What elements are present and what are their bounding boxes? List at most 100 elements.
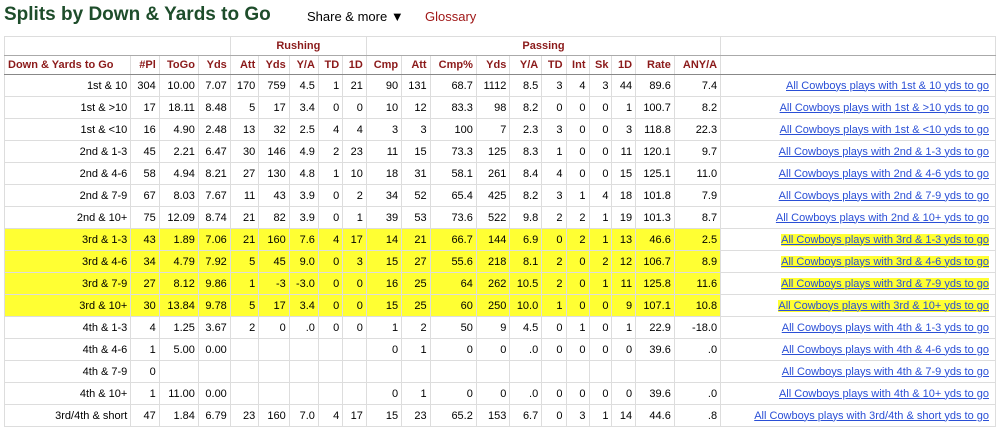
row-label: 3rd/4th & short — [3, 404, 132, 427]
glossary-link[interactable]: Glossary — [425, 9, 477, 24]
stat-cell: 2 — [565, 206, 590, 229]
plays-link[interactable]: All Cowboys plays with 4th & 4-6 yds to … — [781, 343, 989, 356]
stat-cell: 2 — [541, 250, 567, 273]
stat-cell: 0 — [258, 316, 290, 339]
stat-cell: 14 — [365, 228, 403, 251]
stat-cell: 0 — [317, 316, 344, 339]
stat-cell — [588, 360, 613, 383]
plays-link[interactable]: All Cowboys plays with 4th & 1-3 yds to … — [781, 321, 989, 334]
plays-link[interactable]: All Cowboys plays with 3rd/4th & short y… — [754, 409, 989, 422]
column-header[interactable]: Int — [565, 55, 590, 75]
column-header[interactable]: Down & Yards to Go — [3, 55, 132, 75]
stat-cell: 30 — [229, 140, 260, 163]
stat-cell: 10 — [342, 162, 367, 185]
column-header[interactable]: Y/A — [509, 55, 543, 75]
plays-link[interactable]: All Cowboys plays with 3rd & 10+ yds to … — [778, 299, 989, 312]
row-plays-link-cell: All Cowboys plays with 2nd & 4-6 yds to … — [720, 162, 996, 185]
stat-cell: -3.0 — [288, 272, 319, 295]
stat-cell: 73.6 — [429, 206, 477, 229]
plays-link[interactable]: All Cowboys plays with 3rd & 4-6 yds to … — [781, 255, 989, 268]
stat-cell: 7.9 — [673, 184, 722, 207]
column-header[interactable]: #Pl — [130, 55, 160, 75]
plays-link[interactable]: All Cowboys plays with 4th & 7-9 yds to … — [781, 365, 989, 378]
stat-cell — [475, 360, 511, 383]
stat-cell: 1 — [588, 206, 613, 229]
stat-cell: -3 — [258, 272, 290, 295]
stat-cell: 2.21 — [158, 140, 199, 163]
stat-cell: 8.1 — [509, 250, 543, 273]
stat-cell: 5.00 — [158, 338, 199, 361]
stat-cell: 3.4 — [288, 96, 319, 119]
share-menu-button[interactable]: Share & more ▼ — [307, 9, 404, 24]
stat-cell: 7.4 — [673, 74, 722, 97]
stat-cell: 0 — [588, 382, 613, 405]
stat-cell: 0 — [611, 338, 637, 361]
column-header[interactable]: Att — [229, 55, 260, 75]
column-header[interactable]: Att — [401, 55, 431, 75]
stat-cell — [158, 360, 199, 383]
stat-cell: 304 — [130, 74, 160, 97]
column-header[interactable]: TD — [317, 55, 344, 75]
stat-cell: 1 — [611, 316, 637, 339]
column-header[interactable]: Cmp% — [429, 55, 477, 75]
stat-cell: 107.1 — [635, 294, 675, 317]
row-label: 2nd & 7-9 — [3, 184, 132, 207]
stat-cell: 0 — [317, 294, 344, 317]
column-header[interactable]: Y/A — [288, 55, 319, 75]
plays-link[interactable]: All Cowboys plays with 2nd & 1-3 yds to … — [778, 145, 989, 158]
column-header[interactable]: Rate — [635, 55, 675, 75]
stat-cell: 101.8 — [635, 184, 675, 207]
stat-cell: 146 — [258, 140, 290, 163]
stat-cell: 18.11 — [158, 96, 199, 119]
stat-cell: .8 — [673, 404, 722, 427]
stat-cell: 21 — [342, 74, 367, 97]
column-header[interactable]: Yds — [197, 55, 231, 75]
plays-link[interactable]: All Cowboys plays with 2nd & 10+ yds to … — [775, 211, 989, 224]
plays-link[interactable]: All Cowboys plays with 2nd & 7-9 yds to … — [778, 189, 989, 202]
stat-cell: 11.6 — [673, 272, 722, 295]
column-header[interactable]: Yds — [475, 55, 511, 75]
table-row: 1st & 10 304 10.00 7.07 170 759 4.5 1 21 90 131 68.… — [3, 74, 996, 97]
stat-cell — [342, 382, 367, 405]
stat-cell: 100 — [429, 118, 477, 141]
table-row: 4th & 10+ 1 11.00 0.00 0 1 0 0.0 0 0 0 0 39.6.0 All C… — [3, 382, 996, 405]
plays-link[interactable]: All Cowboys plays with 3rd & 1-3 yds to … — [781, 233, 989, 246]
plays-link[interactable]: All Cowboys plays with 4th & 10+ yds to … — [778, 387, 989, 400]
stat-cell: 22.3 — [673, 118, 722, 141]
stat-cell: 17 — [342, 404, 367, 427]
column-header[interactable]: Sk — [588, 55, 613, 75]
column-header[interactable]: 1D — [611, 55, 637, 75]
stat-cell: 759 — [258, 74, 290, 97]
stat-cell: 3.9 — [288, 184, 319, 207]
column-header[interactable]: Yds — [258, 55, 290, 75]
stat-cell: 1 — [541, 294, 567, 317]
row-label: 2nd & 4-6 — [3, 162, 132, 185]
column-header[interactable]: ANY/A — [673, 55, 722, 75]
stat-cell — [635, 360, 675, 383]
stat-cell: 1.84 — [158, 404, 199, 427]
stat-cell: 125.1 — [635, 162, 675, 185]
stat-cell: 2.3 — [509, 118, 543, 141]
plays-link[interactable]: All Cowboys plays with 1st & 10 yds to g… — [786, 79, 989, 92]
plays-link[interactable]: All Cowboys plays with 1st & <10 yds to … — [779, 123, 989, 136]
column-header[interactable]: Cmp — [365, 55, 403, 75]
stat-cell: 8.12 — [158, 272, 199, 295]
stat-cell: 55.6 — [429, 250, 477, 273]
column-header[interactable]: ToGo — [158, 55, 199, 75]
column-header[interactable]: 1D — [342, 55, 367, 75]
stat-cell — [288, 338, 319, 361]
stat-cell: 7.07 — [197, 74, 231, 97]
column-header[interactable]: TD — [541, 55, 567, 75]
plays-link[interactable]: All Cowboys plays with 1st & >10 yds to … — [779, 101, 989, 114]
stat-cell: 425 — [475, 184, 511, 207]
stat-cell: .0 — [509, 382, 543, 405]
stat-cell: 98 — [475, 96, 511, 119]
stat-cell: 2.48 — [197, 118, 231, 141]
stat-cell: 170 — [229, 74, 260, 97]
stat-cell: 4.9 — [288, 140, 319, 163]
plays-link[interactable]: All Cowboys plays with 3rd & 7-9 yds to … — [781, 277, 989, 290]
stat-cell: 0 — [541, 338, 567, 361]
plays-link[interactable]: All Cowboys plays with 2nd & 4-6 yds to … — [778, 167, 989, 180]
stat-cell: 0 — [565, 118, 590, 141]
stat-cell: 4.94 — [158, 162, 199, 185]
